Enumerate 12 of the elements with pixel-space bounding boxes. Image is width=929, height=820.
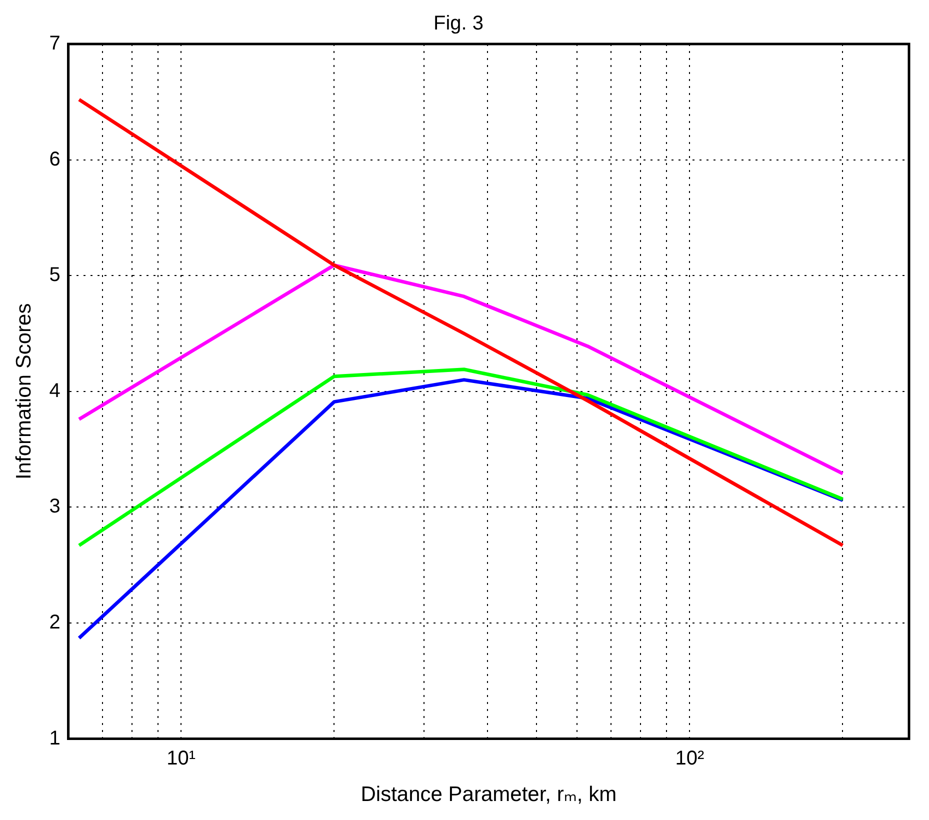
y-tick-label: 4: [49, 380, 60, 402]
y-tick-label: 5: [49, 264, 60, 286]
y-tick-label: 7: [49, 32, 60, 55]
y-axis-title: Information Scores: [12, 303, 36, 480]
y-tick-label: 2: [49, 612, 60, 634]
y-tick-label: 1: [49, 727, 60, 750]
y-tick-label: 6: [49, 148, 60, 170]
chart-title: Fig. 3: [433, 12, 484, 35]
x-tick-label: 10¹: [166, 747, 196, 770]
x-tick-label: 10²: [675, 747, 704, 770]
x-axis-title: Distance Parameter, rₘ, km: [360, 783, 617, 806]
y-tick-label: 3: [49, 496, 60, 518]
